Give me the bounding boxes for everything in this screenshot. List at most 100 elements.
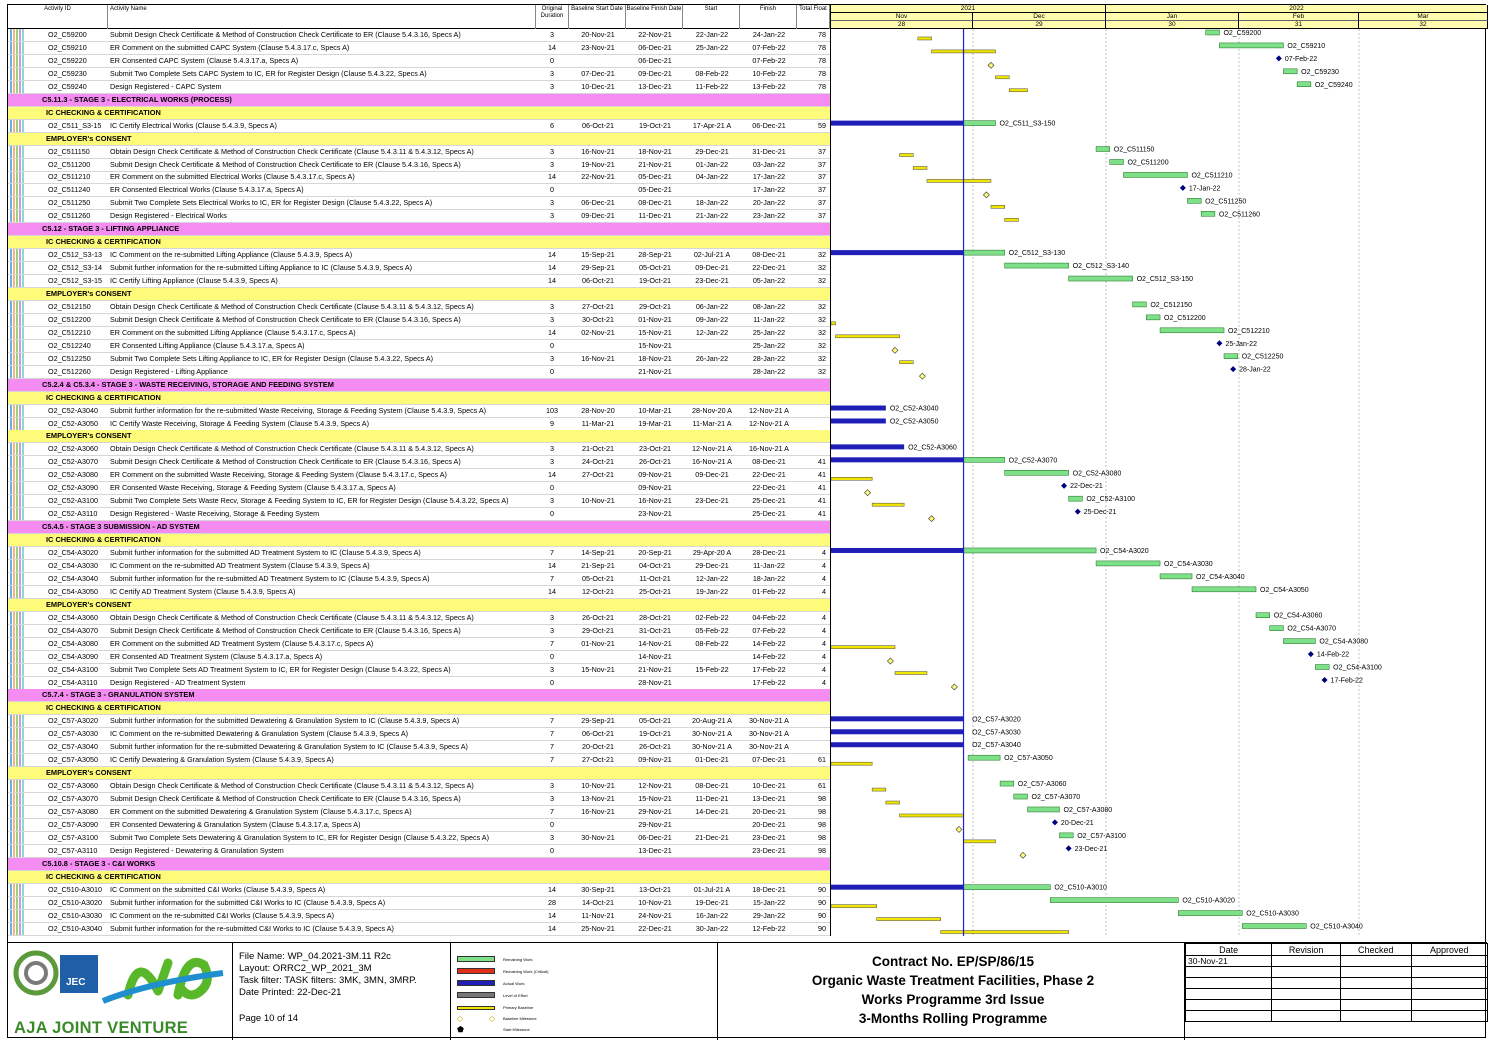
start-date: 25-Jan-22 <box>695 42 729 52</box>
baseline-finish: 13-Dec-21 <box>638 845 672 855</box>
baseline-start: 26-Oct-21 <box>582 612 614 622</box>
baseline-finish: 19-Oct-21 <box>639 276 671 286</box>
wbs-stripe <box>16 29 18 936</box>
activity-row: O2_C511200 Submit Design Check Certificat… <box>8 159 830 172</box>
legend-swatch-actual <box>457 980 495 986</box>
original-duration: 0 <box>550 509 554 519</box>
timescale: 2021 2022 Nov Dec Jan Feb Mar 28 29 30 3… <box>831 5 1488 29</box>
baseline-start: 15-Sep-21 <box>581 250 615 260</box>
remaining-bar <box>1095 146 1111 152</box>
bar-label: 23-Dec-21 <box>1075 846 1108 853</box>
baseline-milestone <box>950 683 958 691</box>
finish-date: 12-Feb-22 <box>752 923 786 933</box>
wbs-stripe <box>10 29 12 936</box>
col-orig-duration: Original Duration <box>536 5 569 29</box>
activity-row: O2_C54-A3070 Submit Design Check Certific… <box>8 625 830 638</box>
actual-bar <box>831 884 964 890</box>
finish-date: 07-Feb-22 <box>752 42 786 52</box>
total-float: 32 <box>818 263 826 273</box>
baseline-start: 06-Dec-21 <box>581 198 615 208</box>
activity-row: O2_C57-A3050 IC Certify Dewatering & Gran… <box>8 754 830 768</box>
start-date: 11-Feb-22 <box>695 81 729 91</box>
baseline-start: 12-Oct-21 <box>582 586 614 596</box>
approval-table: Date Revision Checked Approved 30-Nov-21 <box>1184 943 1489 1040</box>
baseline-finish: 05-Dec-21 <box>638 172 672 182</box>
actual-bar <box>831 444 905 450</box>
activity-name: ER Comment on the submitted Lifting Appl… <box>110 327 356 337</box>
baseline-milestone <box>928 515 935 523</box>
baseline-milestone <box>955 826 963 833</box>
original-duration: 3 <box>550 832 554 842</box>
activity-id: O2_C52-A3050 <box>48 418 98 428</box>
month-dec: Dec <box>973 13 1106 21</box>
actual-bar <box>831 418 886 424</box>
bar-label: O2_C54-A3030 <box>1164 561 1213 568</box>
bar-label: O2_C52-A3080 <box>1073 470 1122 477</box>
activity-name: Design Registered - Dewatering & Granula… <box>110 845 284 855</box>
total-float: 90 <box>818 923 826 933</box>
activity-row: O2_C59230 Submit Two Complete Sets CAPC S… <box>8 68 830 81</box>
legend-swatch-remaining <box>457 956 495 962</box>
subsection-title: IC CHECKING & CERTIFICATION <box>46 703 161 713</box>
original-duration: 3 <box>550 353 554 363</box>
original-duration: 14 <box>548 276 556 286</box>
bar-label: O2_C52-A3050 <box>890 418 939 425</box>
month-nov: Nov <box>831 13 973 21</box>
baseline-start: 29-Sep-21 <box>581 716 615 726</box>
total-float: 4 <box>822 548 826 557</box>
activity-id: O2_C59200 <box>48 30 87 39</box>
baseline-start: 14-Oct-21 <box>582 897 614 907</box>
project-title: Contract No. EP/SP/86/15 Organic Waste T… <box>718 943 1188 1040</box>
remaining-bar <box>1109 159 1124 165</box>
legend-swatch-baseline <box>457 1006 495 1010</box>
activity-id: O2_C57-A3020 <box>48 716 98 726</box>
bar-label: O2_C52-A3040 <box>890 406 939 413</box>
start-date: 16-Nov-21 A <box>692 457 732 467</box>
activity-id: O2_C57-A3040 <box>48 742 98 752</box>
week-30: 30 <box>1106 21 1239 29</box>
activity-name: ER Comment on the submitted AD Treatment… <box>110 638 374 648</box>
original-duration: 3 <box>550 301 554 311</box>
actual-bar <box>831 120 964 126</box>
baseline-start: 30-Sep-21 <box>581 884 615 894</box>
start-date: 06-Jan-22 <box>695 301 729 311</box>
start-date: 12-Jan-22 <box>695 327 729 337</box>
original-duration: 3 <box>550 781 554 791</box>
bar-label: O2_C512200 <box>1164 315 1206 322</box>
baseline-start: 02-Nov-21 <box>581 327 615 337</box>
bar-label: O2_C510-A3040 <box>1310 924 1363 931</box>
legend-label: Remaining Work <box>503 957 533 962</box>
finish-date: 12-Nov-21 A <box>749 405 789 415</box>
baseline-finish: 11-Dec-21 <box>638 211 672 221</box>
baseline-finish: 14-Nov-21 <box>638 638 672 648</box>
activity-name: Submit Two Complete Sets CAPC System to … <box>110 68 427 78</box>
original-duration: 0 <box>550 819 554 829</box>
original-duration: 3 <box>550 81 554 91</box>
remaining-bar <box>1255 612 1270 618</box>
original-duration: 0 <box>550 651 554 661</box>
finish-date: 23-Jan-22 <box>752 211 786 221</box>
finish-date: 03-Jan-22 <box>752 159 786 169</box>
bar-label: O2_C54-A3070 <box>1287 626 1336 633</box>
milestone-diamond <box>1321 676 1328 683</box>
baseline-finish: 18-Nov-21 <box>638 353 672 363</box>
schedule-sheet: Activity ID Activity Name Original Durat… <box>7 4 1489 1040</box>
activity-row: O2_C57-A3030 IC Comment on the re-submitt… <box>8 728 830 742</box>
total-float: 32 <box>818 366 826 376</box>
milestone-diamond <box>1216 340 1223 347</box>
total-float: 98 <box>818 794 826 804</box>
wbs-stripe <box>22 29 24 936</box>
activity-row: O2_C511150 Obtain Design Check Certificat… <box>8 146 830 159</box>
activity-id: O2_C57-A3050 <box>48 755 98 765</box>
approval-header-checked: Checked <box>1339 943 1412 956</box>
baseline-bar <box>885 800 900 805</box>
original-duration: 6 <box>550 120 554 130</box>
total-float: 90 <box>818 910 826 920</box>
baseline-finish: 28-Sep-21 <box>638 250 672 260</box>
baseline-start: 16-Nov-21 <box>581 353 615 363</box>
remaining-bar <box>1219 42 1284 49</box>
original-duration: 3 <box>550 68 554 78</box>
milestone-diamond <box>1179 184 1186 191</box>
milestone-diamond <box>1061 482 1068 489</box>
activity-row: O2_C54-A3050 IC Certify AD Treatment Syst… <box>8 586 830 599</box>
